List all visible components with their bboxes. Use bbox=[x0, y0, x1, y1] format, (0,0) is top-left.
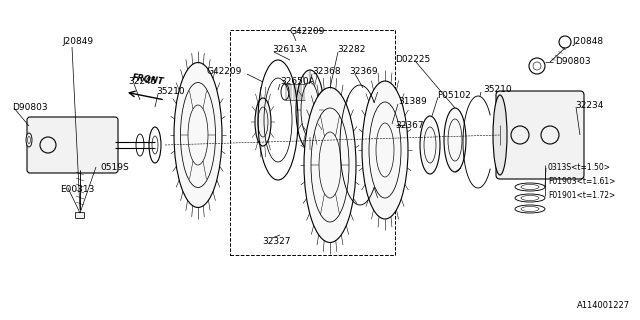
Text: J20848: J20848 bbox=[572, 37, 603, 46]
Text: G42209: G42209 bbox=[290, 28, 325, 36]
Ellipse shape bbox=[174, 62, 222, 207]
Text: 32327: 32327 bbox=[262, 237, 291, 246]
Text: D02225: D02225 bbox=[395, 55, 430, 65]
Ellipse shape bbox=[296, 70, 324, 150]
Ellipse shape bbox=[362, 81, 408, 219]
Ellipse shape bbox=[493, 95, 507, 175]
Text: D90803: D90803 bbox=[12, 103, 47, 113]
Ellipse shape bbox=[26, 133, 32, 147]
Text: 35210: 35210 bbox=[483, 85, 511, 94]
Text: F01903<t=1.61>: F01903<t=1.61> bbox=[548, 178, 616, 187]
Ellipse shape bbox=[255, 98, 271, 146]
Text: A114001227: A114001227 bbox=[577, 301, 630, 310]
FancyBboxPatch shape bbox=[76, 212, 84, 219]
Text: J20849: J20849 bbox=[62, 37, 93, 46]
Text: 31389: 31389 bbox=[398, 98, 427, 107]
Text: 0519S: 0519S bbox=[100, 163, 129, 172]
FancyBboxPatch shape bbox=[496, 91, 584, 179]
Text: E00313: E00313 bbox=[60, 186, 94, 195]
Text: 32650A: 32650A bbox=[280, 77, 315, 86]
Text: 35210: 35210 bbox=[156, 87, 184, 97]
Text: G42209: G42209 bbox=[207, 68, 242, 76]
FancyBboxPatch shape bbox=[27, 117, 118, 173]
Text: 32245: 32245 bbox=[128, 77, 156, 86]
Text: 32282: 32282 bbox=[337, 45, 365, 54]
Text: 0313S<t=1.50>: 0313S<t=1.50> bbox=[548, 164, 611, 172]
Ellipse shape bbox=[444, 108, 466, 172]
Text: FRONT: FRONT bbox=[131, 73, 164, 87]
Text: 32613A: 32613A bbox=[272, 45, 307, 54]
Text: 32367: 32367 bbox=[395, 121, 424, 130]
Text: 32234: 32234 bbox=[575, 100, 604, 109]
Ellipse shape bbox=[304, 87, 356, 243]
Text: 32368: 32368 bbox=[312, 68, 340, 76]
Ellipse shape bbox=[420, 116, 440, 174]
Text: F01901<t=1.72>: F01901<t=1.72> bbox=[548, 191, 615, 201]
Text: 32369: 32369 bbox=[349, 68, 378, 76]
Text: D90803: D90803 bbox=[555, 58, 591, 67]
Text: F05102: F05102 bbox=[437, 91, 471, 100]
